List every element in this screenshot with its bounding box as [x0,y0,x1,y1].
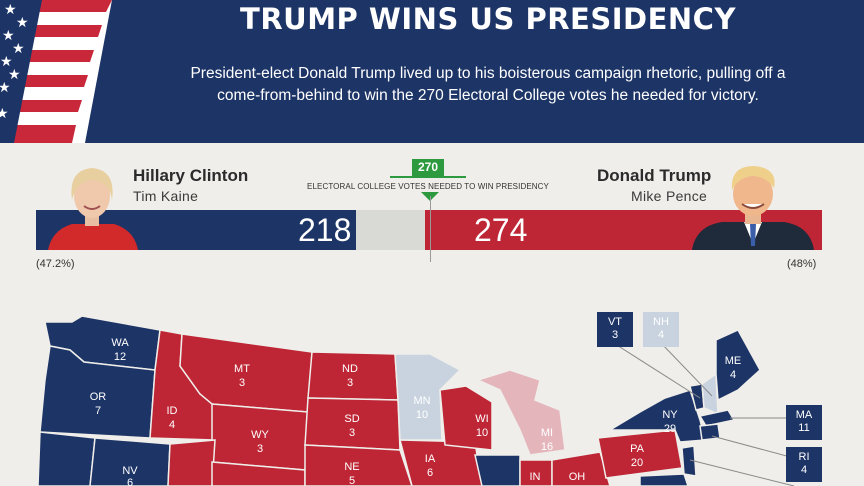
state-il [474,454,521,486]
state-votes: 3 [239,377,245,389]
threshold-divider [430,196,431,262]
page-subtitle: President-elect Donald Trump lived up to… [112,63,864,107]
trump-running-mate: Mike Pence [631,188,708,204]
electoral-map: WA 12 OR 7 NV 6 ID 4 MT 3 WY 3 ND 3 SD 3… [37,315,795,486]
state-label: IA [425,453,436,465]
american-flag-graphic: ★★★ ★★ ★★★ [0,0,112,143]
state-label: OH [569,471,586,483]
state-votes: 10 [416,409,428,421]
state-ny [607,389,706,443]
svg-text:★: ★ [16,15,29,31]
state-votes: 3 [257,443,263,455]
state-pa [597,429,683,479]
state-label: SD [344,413,359,425]
state-ma-map [698,409,736,427]
callout-vt: VT 3 [597,312,633,347]
state-votes: 6 [427,467,433,479]
state-votes: 7 [95,405,101,417]
state-votes: 20 [631,457,643,469]
state-label: MT [234,363,250,375]
state-label: WY [251,429,269,441]
trump-name: Donald Trump [597,166,712,185]
state-votes: 4 [730,369,736,381]
callout-state: VT [607,316,623,328]
callout-votes: 4 [657,329,665,341]
callout-votes: 3 [611,329,619,341]
trump-popular-pct: (48%) [787,258,817,270]
state-nd [307,351,399,401]
state-label: MI [541,427,553,439]
state-co [211,461,306,486]
state-label: WI [475,413,488,425]
state-votes: 6 [127,477,133,486]
state-nj-map [681,445,697,477]
callout-ma: MA 11 [786,405,822,440]
state-votes: 29 [664,423,676,435]
callout-votes: 11 [798,422,810,434]
state-ne [304,444,413,486]
clinton-electoral-votes: 218 [298,212,352,248]
state-label: ID [167,405,178,417]
state-label: IN [530,471,541,483]
state-in [519,459,553,486]
callout-state: MA [795,409,813,421]
header-banner: ★ ★ ★ ★ ★ ★ ★ ★ TRUMP WINS US PRESIDENCY Pres… [0,0,864,143]
state-me [715,329,761,402]
state-label: NE [344,461,359,473]
svg-text:★: ★ [0,54,13,70]
callout-state: RI [798,451,810,463]
subtitle-line: come-from-behind to win the 270 Electora… [217,87,759,104]
state-label: NY [662,409,678,421]
svg-text:★: ★ [8,67,21,83]
clinton-popular-pct: (47.2%) [36,258,75,270]
svg-text:★: ★ [12,41,25,57]
state-mi [475,369,566,456]
state-md-map [639,473,689,486]
needed-votes-line [390,176,466,178]
callout-lines [611,341,795,486]
needed-votes-badge: 270 [412,159,444,176]
state-label: OR [90,391,107,403]
state-votes: 5 [349,475,355,486]
state-votes: 16 [541,441,553,453]
clinton-running-mate: Tim Kaine [133,188,199,204]
trump-photo [692,166,814,250]
state-votes: 3 [347,377,353,389]
state-label: ND [342,363,358,375]
state-votes: 10 [476,427,488,439]
svg-text:★: ★ [0,80,11,96]
state-nv [89,437,171,486]
state-label: ME [725,355,742,367]
callout-votes: 4 [800,464,808,476]
subtitle-line: President-elect Donald Trump lived up to… [190,65,786,82]
state-label: PA [630,443,645,455]
clinton-photo [48,168,138,250]
state-oh [551,451,611,486]
state-label: NV [122,465,138,477]
trump-electoral-votes: 274 [474,212,528,248]
callout-ri: RI 4 [786,447,822,482]
svg-text:★: ★ [2,28,15,44]
state-ca [37,431,96,486]
state-label: MN [413,395,430,407]
callout-nh: NH 4 [643,312,679,347]
state-votes: 3 [349,427,355,439]
svg-text:★: ★ [4,2,17,18]
needed-votes-label: ELECTORAL COLLEGE VOTES NEEDED TO WIN PR… [307,182,549,191]
state-votes: 12 [114,351,126,363]
state-ut [167,439,216,486]
callout-state: NH [653,316,669,328]
svg-text:★: ★ [0,106,9,122]
state-mn [394,353,462,441]
clinton-name: Hillary Clinton [133,166,249,185]
page-title: TRUMP WINS US PRESIDENCY [240,2,736,36]
state-label: WA [111,337,129,349]
state-votes: 4 [169,419,175,431]
state-wi [439,385,493,451]
